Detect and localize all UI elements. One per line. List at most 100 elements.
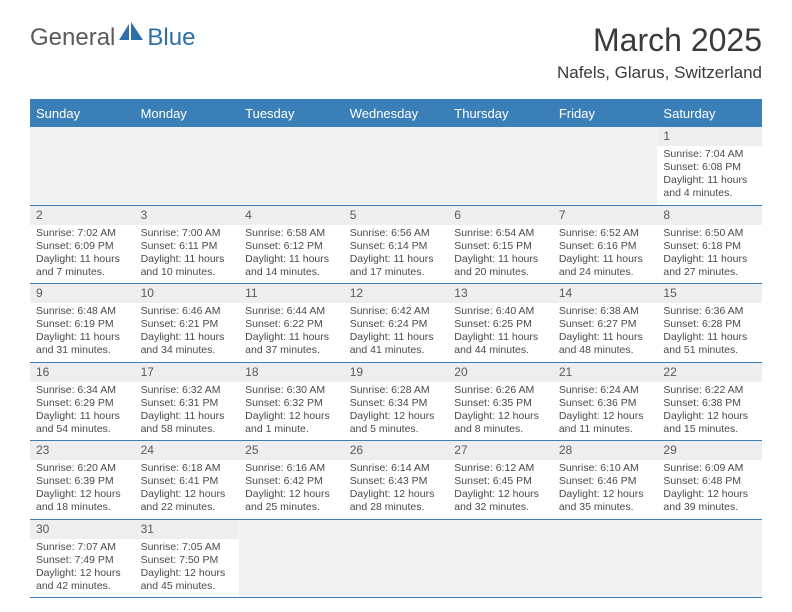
sunset-text: Sunset: 6:14 PM — [350, 240, 445, 253]
daylight-text: Daylight: 11 hours and 27 minutes. — [663, 253, 758, 279]
dow-header-row: SundayMondayTuesdayWednesdayThursdayFrid… — [30, 101, 762, 127]
daylight-text: Daylight: 11 hours and 34 minutes. — [141, 331, 236, 357]
sunrise-text: Sunrise: 7:07 AM — [36, 541, 131, 554]
sunset-text: Sunset: 6:45 PM — [454, 475, 549, 488]
day-number: 20 — [448, 363, 553, 382]
daylight-text: Daylight: 12 hours and 39 minutes. — [663, 488, 758, 514]
sunrise-text: Sunrise: 6:14 AM — [350, 462, 445, 475]
day-number: 17 — [135, 363, 240, 382]
daylight-text: Daylight: 11 hours and 4 minutes. — [663, 174, 758, 200]
sunrise-text: Sunrise: 6:42 AM — [350, 305, 445, 318]
day-cell: 5Sunrise: 6:56 AMSunset: 6:14 PMDaylight… — [344, 206, 449, 284]
day-cell: 28Sunrise: 6:10 AMSunset: 6:46 PMDayligh… — [553, 441, 658, 519]
day-number: 9 — [30, 284, 135, 303]
daylight-text: Daylight: 12 hours and 8 minutes. — [454, 410, 549, 436]
day-cell: 24Sunrise: 6:18 AMSunset: 6:41 PMDayligh… — [135, 441, 240, 519]
sunrise-text: Sunrise: 6:28 AM — [350, 384, 445, 397]
day-number: 14 — [553, 284, 658, 303]
dow-cell: Saturday — [657, 101, 762, 127]
sunset-text: Sunset: 6:08 PM — [663, 161, 758, 174]
sunset-text: Sunset: 6:34 PM — [350, 397, 445, 410]
day-number: 24 — [135, 441, 240, 460]
header: General Blue March 2025 Nafels, Glarus, … — [0, 0, 792, 91]
dow-cell: Monday — [135, 101, 240, 127]
sunset-text: Sunset: 7:49 PM — [36, 554, 131, 567]
day-number: 31 — [135, 520, 240, 539]
logo-text-general: General — [30, 24, 115, 52]
day-cell: 18Sunrise: 6:30 AMSunset: 6:32 PMDayligh… — [239, 363, 344, 441]
sunrise-text: Sunrise: 6:44 AM — [245, 305, 340, 318]
day-number: 12 — [344, 284, 449, 303]
day-cell: 9Sunrise: 6:48 AMSunset: 6:19 PMDaylight… — [30, 284, 135, 362]
dow-cell: Sunday — [30, 101, 135, 127]
week-row: 9 Sunrise: 6:48 AMSunset: 6:19 PM Daylight… — [30, 284, 762, 363]
sunrise-text: Sunrise: 6:58 AM — [245, 227, 340, 240]
week-row: 2Sunrise: 7:02 AMSunset: 6:09 PMDaylight… — [30, 206, 762, 285]
daylight-text: Daylight: 11 hours and 44 minutes. — [454, 331, 549, 357]
day-number: 23 — [30, 441, 135, 460]
day-cell: 30Sunrise: 7:07 AMSunset: 7:49 PMDayligh… — [30, 520, 135, 598]
sunset-text: Sunset: 6:36 PM — [559, 397, 654, 410]
day-number: 2 — [30, 206, 135, 225]
day-cell: 7Sunrise: 6:52 AMSunset: 6:16 PMDaylight… — [553, 206, 658, 284]
sunset-text: Sunset: 6:48 PM — [663, 475, 758, 488]
sunset-text: Sunset: 6:24 PM — [350, 318, 445, 331]
sunset-text: Sunset: 6:21 PM — [141, 318, 236, 331]
daylight-text: Daylight: 11 hours and 10 minutes. — [141, 253, 236, 279]
day-cell: 29Sunrise: 6:09 AMSunset: 6:48 PMDayligh… — [657, 441, 762, 519]
day-cell: 1Sunrise: 7:04 AMSunset: 6:08 PMDaylight… — [657, 127, 762, 205]
sunset-text: Sunset: 6:32 PM — [245, 397, 340, 410]
sunset-text: Sunset: 6:12 PM — [245, 240, 340, 253]
sunset-text: Sunset: 6:19 PM — [36, 318, 131, 331]
day-cell: 20Sunrise: 6:26 AMSunset: 6:35 PMDayligh… — [448, 363, 553, 441]
day-cell: 11Sunrise: 6:44 AMSunset: 6:22 PMDayligh… — [239, 284, 344, 362]
daylight-text: Daylight: 11 hours and 54 minutes. — [36, 410, 131, 436]
daylight-text: Daylight: 11 hours and 20 minutes. — [454, 253, 549, 279]
sunrise-text: Sunrise: 6:32 AM — [141, 384, 236, 397]
dow-cell: Friday — [553, 101, 658, 127]
sunrise-text: Sunrise: 7:05 AM — [141, 541, 236, 554]
sunrise-text: Sunrise: 6:40 AM — [454, 305, 549, 318]
logo: General Blue — [30, 22, 195, 53]
sunrise-text: Sunrise: 7:02 AM — [36, 227, 131, 240]
day-number: 15 — [657, 284, 762, 303]
day-cell — [657, 520, 762, 598]
day-number: 22 — [657, 363, 762, 382]
day-cell: 31Sunrise: 7:05 AMSunset: 7:50 PMDayligh… — [135, 520, 240, 598]
day-number: 29 — [657, 441, 762, 460]
daylight-text: Daylight: 11 hours and 24 minutes. — [559, 253, 654, 279]
day-cell: 23Sunrise: 6:20 AMSunset: 6:39 PMDayligh… — [30, 441, 135, 519]
day-number: 11 — [239, 284, 344, 303]
page-title: March 2025 — [557, 22, 762, 59]
sail-icon — [119, 22, 145, 47]
sunset-text: Sunset: 6:16 PM — [559, 240, 654, 253]
daylight-text: Daylight: 11 hours and 48 minutes. — [559, 331, 654, 357]
day-cell: 3Sunrise: 7:00 AMSunset: 6:11 PMDaylight… — [135, 206, 240, 284]
sunset-text: Sunset: 6:43 PM — [350, 475, 445, 488]
day-cell: 12Sunrise: 6:42 AMSunset: 6:24 PMDayligh… — [344, 284, 449, 362]
sunset-text: Sunset: 6:11 PM — [141, 240, 236, 253]
sunrise-text: Sunrise: 6:24 AM — [559, 384, 654, 397]
daylight-text: Daylight: 12 hours and 25 minutes. — [245, 488, 340, 514]
day-number: 28 — [553, 441, 658, 460]
day-cell: 26Sunrise: 6:14 AMSunset: 6:43 PMDayligh… — [344, 441, 449, 519]
day-number: 26 — [344, 441, 449, 460]
day-cell — [553, 520, 658, 598]
sunrise-text: Sunrise: 6:26 AM — [454, 384, 549, 397]
daylight-text: Daylight: 11 hours and 58 minutes. — [141, 410, 236, 436]
day-number: 7 — [553, 206, 658, 225]
day-cell: 22Sunrise: 6:22 AMSunset: 6:38 PMDayligh… — [657, 363, 762, 441]
day-cell — [30, 127, 135, 205]
daylight-text: Daylight: 12 hours and 1 minute. — [245, 410, 340, 436]
day-number: 3 — [135, 206, 240, 225]
week-row: 30Sunrise: 7:07 AMSunset: 7:49 PMDayligh… — [30, 520, 762, 599]
day-number: 1 — [657, 127, 762, 146]
day-number: 19 — [344, 363, 449, 382]
sunrise-text: Sunrise: 6:48 AM — [36, 305, 131, 318]
sunrise-text: Sunrise: 6:10 AM — [559, 462, 654, 475]
day-cell: 19Sunrise: 6:28 AMSunset: 6:34 PMDayligh… — [344, 363, 449, 441]
sunset-text: Sunset: 6:46 PM — [559, 475, 654, 488]
day-number: 6 — [448, 206, 553, 225]
sunrise-text: Sunrise: 6:34 AM — [36, 384, 131, 397]
week-row: 23Sunrise: 6:20 AMSunset: 6:39 PMDayligh… — [30, 441, 762, 520]
